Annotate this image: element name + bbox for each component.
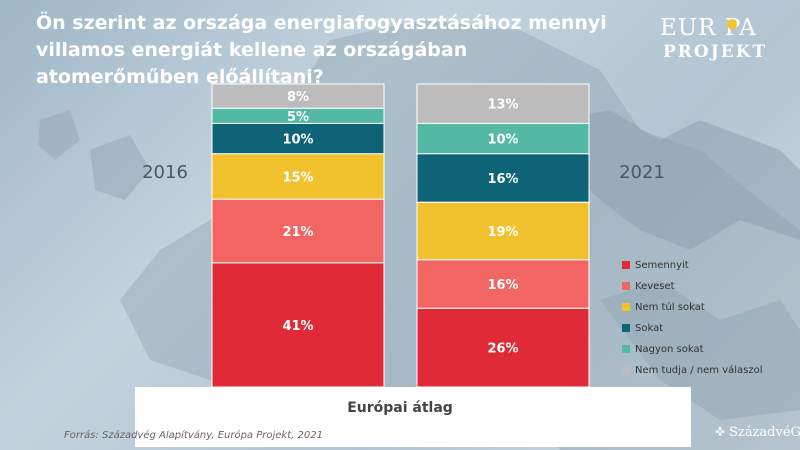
szazadveg-emblem-icon: ✜ xyxy=(715,425,726,439)
bar-segment-2021-4 xyxy=(416,122,590,155)
legend-swatch xyxy=(622,261,630,269)
x-axis-label: Európai átlag xyxy=(347,400,453,416)
legend-swatch xyxy=(622,366,630,374)
data-label-2021-0: 26% xyxy=(487,342,518,357)
data-label-2021-5: 13% xyxy=(487,98,518,113)
bar-segment-2021-2 xyxy=(416,201,590,261)
legend-label: Nem túl sokat xyxy=(635,302,705,313)
szazadveg-logo: ✜ SzázadvéG xyxy=(715,425,800,440)
axis-panel xyxy=(135,387,691,447)
legend-label: Keveset xyxy=(635,281,675,292)
legend-item: Nagyon sokat xyxy=(622,344,794,363)
legend-label: Nem tudja / nem válaszol xyxy=(635,365,763,376)
bar-segment-2021-3 xyxy=(416,153,590,203)
legend-swatch xyxy=(622,282,630,290)
legend: Semennyit Keveset Nem túl sokat Sokat Nagyon… xyxy=(622,260,794,386)
legend-item: Keveset xyxy=(622,281,794,300)
legend-item: Nem túl sokat xyxy=(622,302,794,321)
source-note: Forrás: Századvég Alapítvány, Európa Pro… xyxy=(64,430,323,441)
logo-text-bottom: PROJEKT xyxy=(663,42,768,62)
bar-segment-2021-5 xyxy=(416,83,590,124)
category-label-2021: 2021 xyxy=(619,162,665,183)
legend-item: Semennyit xyxy=(622,260,794,279)
bar-segment-2016-2 xyxy=(211,153,385,200)
category-label-2016: 2016 xyxy=(142,162,188,183)
legend-swatch xyxy=(622,303,630,311)
data-label-2021-1: 16% xyxy=(487,278,518,293)
szazadveg-logo-text: SzázadvéG xyxy=(729,425,800,440)
data-label-2016-2: 15% xyxy=(282,170,313,185)
legend-label: Nagyon sokat xyxy=(635,344,704,355)
data-label-2016-5: 8% xyxy=(287,90,309,105)
bar-segment-2021-0 xyxy=(416,307,590,388)
data-label-2021-3: 16% xyxy=(487,172,518,187)
chart-title: Ön szerint az országa energiafogyasztásá… xyxy=(36,12,607,88)
data-label-2016-3: 10% xyxy=(282,133,313,148)
data-label-2016-4: 5% xyxy=(287,110,309,125)
legend-item: Sokat xyxy=(622,323,794,342)
data-label-2021-2: 19% xyxy=(487,225,518,240)
legend-swatch xyxy=(622,324,630,332)
data-label-2016-0: 41% xyxy=(282,319,313,334)
europa-projekt-logo: EUR PA PROJEKT xyxy=(660,16,785,66)
legend-label: Sokat xyxy=(635,323,664,334)
legend-item: Nem tudja / nem válaszol xyxy=(622,365,794,384)
legend-swatch xyxy=(622,345,630,353)
bar-segment-2016-1 xyxy=(211,198,385,264)
data-label-2016-1: 21% xyxy=(282,225,313,240)
data-label-2021-4: 10% xyxy=(487,133,518,148)
legend-label: Semennyit xyxy=(635,260,689,271)
logo-text-top: EUR PA xyxy=(660,15,757,41)
bar-segment-2016-0 xyxy=(211,262,385,388)
bar-segment-2016-5 xyxy=(211,83,385,109)
